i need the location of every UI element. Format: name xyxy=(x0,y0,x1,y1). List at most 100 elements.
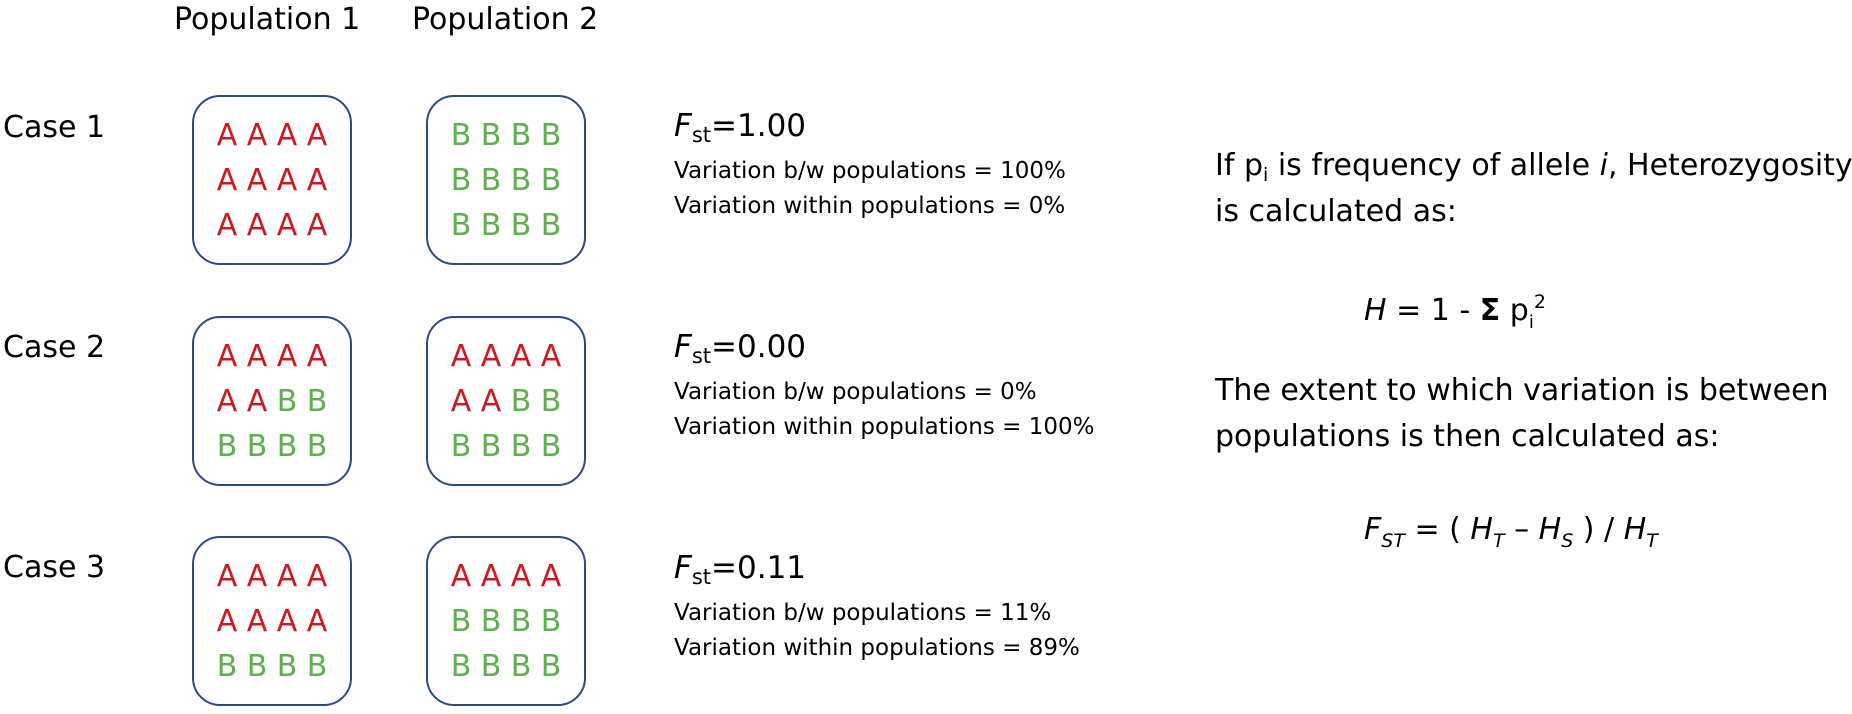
between-variation-text-line-1: The extent to which variation is between xyxy=(1215,373,1829,408)
sigma-symbol: Σ xyxy=(1479,293,1501,328)
allele-a: A xyxy=(246,383,268,419)
allele-a: A xyxy=(450,338,472,374)
text-span: If p xyxy=(1215,148,1263,183)
fst-subscript: st xyxy=(691,565,712,589)
allele-a: A xyxy=(216,603,238,639)
case-1-between-variation: Variation b/w populations = 100% xyxy=(674,158,1066,184)
allele-b: B xyxy=(510,648,532,684)
fst-number: =0.11 xyxy=(711,550,807,586)
allele-a: A xyxy=(540,558,562,594)
between-variation-text-line-2: populations is then calculated as: xyxy=(1215,419,1720,454)
case-2-within-variation: Variation within populations = 100% xyxy=(674,414,1095,440)
text-span: p xyxy=(1500,293,1529,328)
allele-b: B xyxy=(540,648,562,684)
allele-a: A xyxy=(246,207,268,243)
fst-symbol: F xyxy=(674,329,692,365)
case-1-fst-value: Fst=1.00 xyxy=(674,107,1066,154)
f-symbol: F xyxy=(1364,512,1382,547)
allele-a: A xyxy=(276,603,298,639)
allele-a: A xyxy=(276,338,298,374)
allele-a: A xyxy=(216,383,238,419)
allele-a: A xyxy=(306,117,328,153)
h-symbol: H xyxy=(1538,512,1562,547)
allele-a: A xyxy=(246,338,268,374)
heterozygosity-definition-line-1: If pi is frequency of allele i, Heterozy… xyxy=(1215,143,1852,198)
text-span: ) / xyxy=(1573,512,1624,547)
allele-b: B xyxy=(450,207,472,243)
allele-a: A xyxy=(216,558,238,594)
allele-b: B xyxy=(480,428,502,464)
heterozygosity-definition-line-2: is calculated as: xyxy=(1215,194,1457,229)
fst-subscript: st xyxy=(691,123,712,147)
allele-b: B xyxy=(276,383,298,419)
allele-b: B xyxy=(540,603,562,639)
allele-a: A xyxy=(246,162,268,198)
fst-subscript: st xyxy=(691,344,712,368)
allele-a: A xyxy=(306,558,328,594)
fst-formula: FST = ( HT – HS ) / HT xyxy=(1364,510,1658,561)
subscript-s: S xyxy=(1561,530,1574,552)
subscript-st: ST xyxy=(1381,530,1405,552)
allele-b: B xyxy=(306,383,328,419)
superscript-2: 2 xyxy=(1533,291,1546,313)
allele-b: B xyxy=(540,162,562,198)
allele-b: B xyxy=(510,207,532,243)
case-2-fst-block: Fst=0.00 Variation b/w populations = 0% … xyxy=(674,328,1094,445)
case-1-fst-block: Fst=1.00 Variation b/w populations = 100… xyxy=(674,107,1066,224)
allele-a: A xyxy=(306,162,328,198)
allele-b: B xyxy=(276,428,298,464)
allele-b: B xyxy=(306,648,328,684)
allele-a: A xyxy=(216,207,238,243)
population-2-header: Population 2 xyxy=(412,2,599,37)
case-2-label: Case 2 xyxy=(3,330,106,365)
text-span: , Heterozygosity xyxy=(1607,148,1852,183)
allele-a: A xyxy=(246,603,268,639)
allele-b: B xyxy=(216,428,238,464)
italic-i: i xyxy=(1599,148,1608,183)
allele-a: A xyxy=(450,558,472,594)
allele-a: A xyxy=(306,603,328,639)
allele-b: B xyxy=(540,383,562,419)
text-span: = ( xyxy=(1404,512,1471,547)
allele-b: B xyxy=(510,383,532,419)
allele-a: A xyxy=(306,338,328,374)
allele-b: B xyxy=(450,428,472,464)
case-3-label: Case 3 xyxy=(3,550,106,585)
allele-b: B xyxy=(480,603,502,639)
allele-a: A xyxy=(216,338,238,374)
allele-a: A xyxy=(450,383,472,419)
allele-b: B xyxy=(540,428,562,464)
case-3-fst-block: Fst=0.11 Variation b/w populations = 11%… xyxy=(674,549,1080,666)
allele-b: B xyxy=(450,117,472,153)
allele-b: B xyxy=(480,207,502,243)
allele-a: A xyxy=(510,338,532,374)
allele-b: B xyxy=(510,603,532,639)
allele-a: A xyxy=(306,207,328,243)
allele-b: B xyxy=(216,648,238,684)
allele-b: B xyxy=(540,117,562,153)
allele-a: A xyxy=(216,162,238,198)
case-3-fst-value: Fst=0.11 xyxy=(674,549,1080,596)
text-span: is frequency of allele xyxy=(1268,148,1600,183)
allele-a: A xyxy=(216,117,238,153)
allele-b: B xyxy=(510,428,532,464)
allele-b: B xyxy=(306,428,328,464)
allele-b: B xyxy=(246,428,268,464)
